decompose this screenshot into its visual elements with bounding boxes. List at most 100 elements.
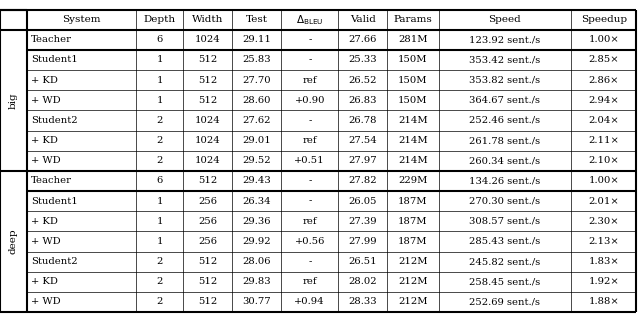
Text: big: big bbox=[9, 92, 18, 108]
Text: 29.52: 29.52 bbox=[243, 156, 271, 165]
Text: 134.26 sent./s: 134.26 sent./s bbox=[469, 176, 541, 186]
Text: 1: 1 bbox=[156, 196, 163, 206]
Text: + KD: + KD bbox=[31, 217, 58, 226]
Text: System: System bbox=[62, 15, 100, 24]
Text: 28.60: 28.60 bbox=[243, 96, 271, 105]
Text: ref: ref bbox=[303, 136, 317, 145]
Text: Params: Params bbox=[394, 15, 432, 24]
Text: -: - bbox=[308, 35, 312, 44]
Text: 25.33: 25.33 bbox=[348, 55, 377, 65]
Text: Speed: Speed bbox=[488, 15, 522, 24]
Text: $\Delta_{\mathrm{BLEU}}$: $\Delta_{\mathrm{BLEU}}$ bbox=[296, 13, 323, 27]
Text: 2: 2 bbox=[156, 257, 163, 266]
Text: Student2: Student2 bbox=[31, 257, 78, 266]
Text: 512: 512 bbox=[198, 96, 218, 105]
Text: 1.83×: 1.83× bbox=[588, 257, 619, 266]
Text: 1.88×: 1.88× bbox=[588, 297, 619, 307]
Text: 212M: 212M bbox=[398, 257, 428, 266]
Text: 28.02: 28.02 bbox=[348, 277, 377, 286]
Text: 1024: 1024 bbox=[195, 156, 221, 165]
Text: 2.04×: 2.04× bbox=[588, 116, 619, 125]
Text: 27.70: 27.70 bbox=[243, 76, 271, 85]
Text: +0.90: +0.90 bbox=[294, 96, 325, 105]
Text: 25.83: 25.83 bbox=[243, 55, 271, 65]
Text: 1: 1 bbox=[156, 237, 163, 246]
Text: +0.56: +0.56 bbox=[294, 237, 325, 246]
Text: ref: ref bbox=[303, 76, 317, 85]
Text: 261.78 sent./s: 261.78 sent./s bbox=[469, 136, 541, 145]
Text: Valid: Valid bbox=[350, 15, 376, 24]
Text: 2.13×: 2.13× bbox=[588, 237, 619, 246]
Text: +0.51: +0.51 bbox=[294, 156, 325, 165]
Text: Depth: Depth bbox=[143, 15, 176, 24]
Text: 28.33: 28.33 bbox=[348, 297, 377, 307]
Text: 27.62: 27.62 bbox=[243, 116, 271, 125]
Text: 29.43: 29.43 bbox=[243, 176, 271, 186]
Text: 187M: 187M bbox=[398, 237, 428, 246]
Text: 2: 2 bbox=[156, 116, 163, 125]
Text: Teacher: Teacher bbox=[31, 176, 72, 186]
Text: 256: 256 bbox=[198, 196, 218, 206]
Text: 353.82 sent./s: 353.82 sent./s bbox=[469, 76, 541, 85]
Text: 6: 6 bbox=[157, 176, 163, 186]
Text: 212M: 212M bbox=[398, 277, 428, 286]
Text: 1024: 1024 bbox=[195, 136, 221, 145]
Text: + KD: + KD bbox=[31, 76, 58, 85]
Text: Speedup: Speedup bbox=[580, 15, 627, 24]
Text: 256: 256 bbox=[198, 217, 218, 226]
Text: + WD: + WD bbox=[31, 156, 61, 165]
Text: 28.06: 28.06 bbox=[243, 257, 271, 266]
Text: 187M: 187M bbox=[398, 196, 428, 206]
Text: 2.85×: 2.85× bbox=[588, 55, 619, 65]
Text: -: - bbox=[308, 55, 312, 65]
Text: -: - bbox=[308, 116, 312, 125]
Text: 29.92: 29.92 bbox=[243, 237, 271, 246]
Text: 26.05: 26.05 bbox=[349, 196, 377, 206]
Text: 26.83: 26.83 bbox=[349, 96, 377, 105]
Text: 1: 1 bbox=[156, 55, 163, 65]
Text: 2.94×: 2.94× bbox=[588, 96, 619, 105]
Text: -: - bbox=[308, 257, 312, 266]
Text: 29.01: 29.01 bbox=[243, 136, 271, 145]
Text: Test: Test bbox=[246, 15, 268, 24]
Text: Student1: Student1 bbox=[31, 55, 78, 65]
Text: 512: 512 bbox=[198, 176, 218, 186]
Text: 252.69 sent./s: 252.69 sent./s bbox=[470, 297, 540, 307]
Text: 245.82 sent./s: 245.82 sent./s bbox=[469, 257, 541, 266]
Text: + WD: + WD bbox=[31, 297, 61, 307]
Text: 256: 256 bbox=[198, 237, 218, 246]
Text: 2: 2 bbox=[156, 297, 163, 307]
Text: 512: 512 bbox=[198, 277, 218, 286]
Text: 308.57 sent./s: 308.57 sent./s bbox=[469, 217, 541, 226]
Text: 2.30×: 2.30× bbox=[588, 217, 619, 226]
Text: 512: 512 bbox=[198, 76, 218, 85]
Text: 26.78: 26.78 bbox=[349, 116, 377, 125]
Text: -: - bbox=[308, 196, 312, 206]
Text: 1: 1 bbox=[156, 96, 163, 105]
Text: 285.43 sent./s: 285.43 sent./s bbox=[469, 237, 541, 246]
Text: 212M: 212M bbox=[398, 297, 428, 307]
Text: + KD: + KD bbox=[31, 277, 58, 286]
Text: 1.92×: 1.92× bbox=[588, 277, 619, 286]
Text: Student2: Student2 bbox=[31, 116, 78, 125]
Text: deep: deep bbox=[9, 228, 18, 254]
Text: Student1: Student1 bbox=[31, 196, 78, 206]
Text: ref: ref bbox=[303, 217, 317, 226]
Text: +0.94: +0.94 bbox=[294, 297, 325, 307]
Text: 214M: 214M bbox=[398, 156, 428, 165]
Text: 30.77: 30.77 bbox=[243, 297, 271, 307]
Text: 512: 512 bbox=[198, 55, 218, 65]
Text: 512: 512 bbox=[198, 257, 218, 266]
Text: 214M: 214M bbox=[398, 136, 428, 145]
Text: 27.54: 27.54 bbox=[348, 136, 377, 145]
Text: 6: 6 bbox=[157, 35, 163, 44]
Text: 214M: 214M bbox=[398, 116, 428, 125]
Text: 123.92 sent./s: 123.92 sent./s bbox=[469, 35, 541, 44]
Text: 1024: 1024 bbox=[195, 116, 221, 125]
Text: 26.51: 26.51 bbox=[348, 257, 377, 266]
Text: 1024: 1024 bbox=[195, 35, 221, 44]
Text: + WD: + WD bbox=[31, 237, 61, 246]
Text: 260.34 sent./s: 260.34 sent./s bbox=[469, 156, 541, 165]
Text: 1.00×: 1.00× bbox=[588, 176, 619, 186]
Text: 150M: 150M bbox=[398, 76, 428, 85]
